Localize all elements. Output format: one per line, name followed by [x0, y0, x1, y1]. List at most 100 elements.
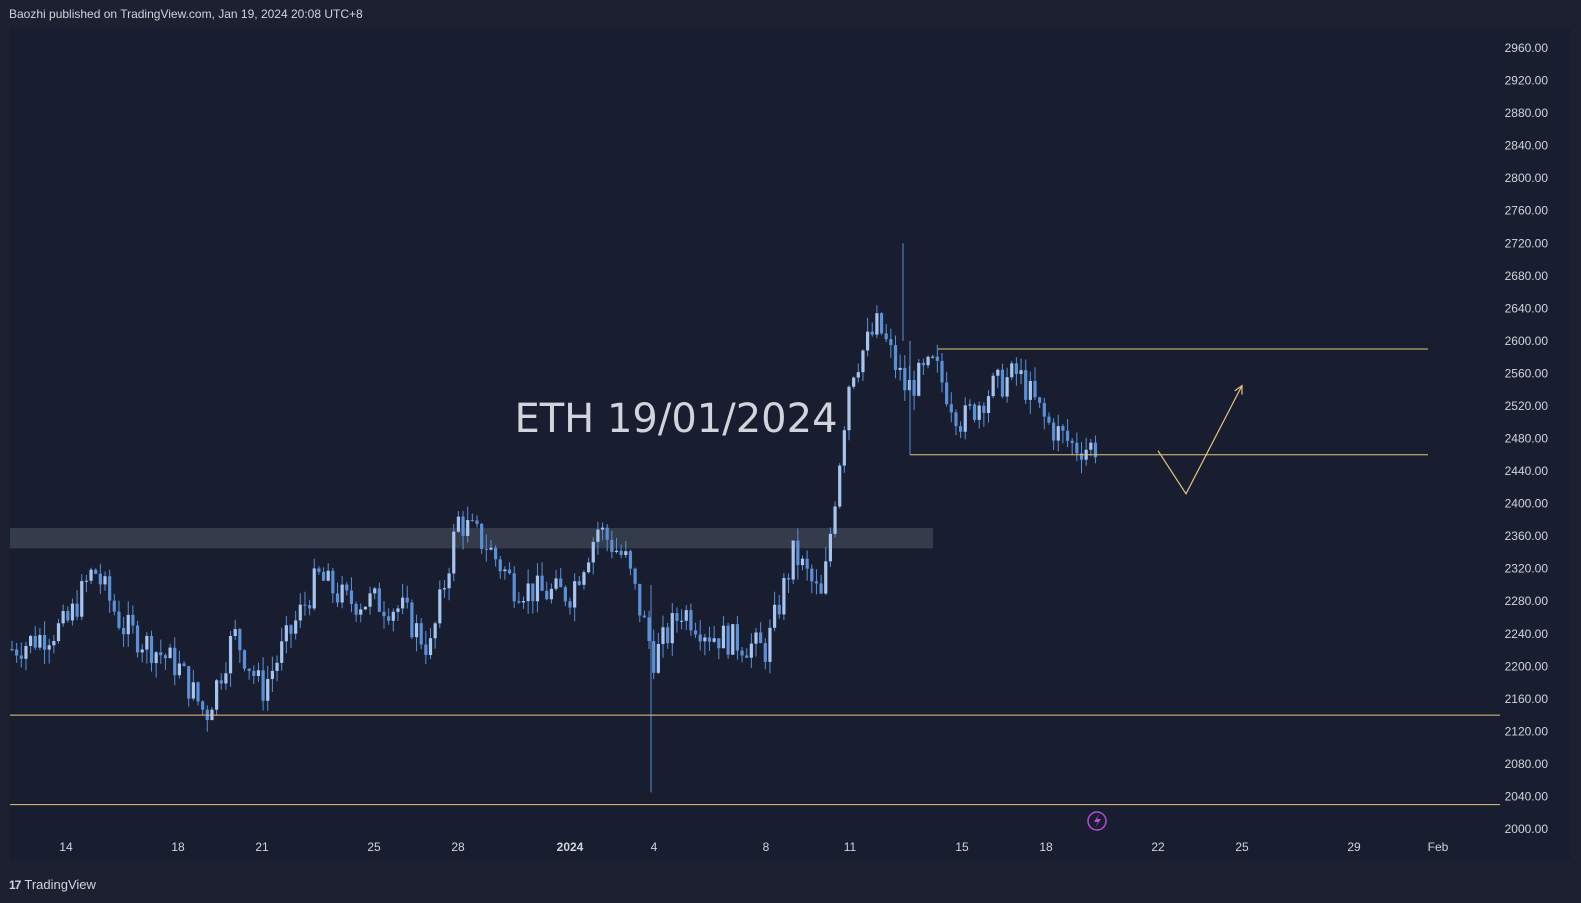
candle-body: [270, 670, 274, 680]
candle-body: [545, 590, 549, 600]
candle-body: [317, 568, 321, 572]
candle-body: [42, 635, 47, 650]
candle-body: [949, 404, 953, 413]
candle-body: [745, 655, 749, 658]
footer-brand[interactable]: TradingView: [24, 877, 96, 892]
time-tick-label: 14: [59, 840, 73, 854]
candle-body: [345, 584, 349, 591]
time-tick-label: 15: [955, 840, 969, 854]
candle-body: [489, 547, 493, 550]
price-tick-label: 2240.00: [1505, 627, 1549, 641]
candle-body: [717, 638, 721, 649]
price-tick-label: 2320.00: [1505, 562, 1549, 576]
candle-body: [438, 589, 442, 624]
candle-body: [15, 649, 19, 656]
candle-body: [298, 604, 302, 621]
candle-body: [108, 576, 112, 601]
candle-body: [196, 682, 200, 702]
time-axis[interactable]: [10, 835, 1571, 861]
candle-body: [56, 623, 61, 642]
candle-body: [680, 620, 684, 622]
candle-body: [861, 350, 865, 373]
price-tick-label: 2480.00: [1505, 432, 1549, 446]
projection-path: [1157, 384, 1243, 496]
candle-body: [517, 601, 521, 603]
candle-body: [531, 583, 535, 602]
event-icon[interactable]: [1087, 811, 1107, 831]
tradingview-logo-icon[interactable]: 17: [9, 877, 21, 892]
candle-body: [814, 581, 819, 584]
candle-body: [289, 625, 293, 634]
candle-body: [19, 655, 23, 659]
horizontal-levels: [10, 340, 1500, 806]
candle-body: [1047, 416, 1051, 423]
candle-body: [187, 666, 191, 699]
candle-body: [759, 632, 763, 644]
candle-body: [470, 520, 474, 522]
candle-body: [89, 569, 93, 581]
candle-body: [824, 561, 828, 594]
candle-body: [447, 573, 451, 589]
candle-body: [312, 568, 316, 609]
candle-body: [414, 623, 419, 638]
projection-line[interactable]: [1157, 385, 1243, 496]
candle-body: [656, 644, 660, 673]
candle-body: [666, 627, 670, 644]
candle-body: [847, 386, 851, 431]
projection-arrowhead: [1234, 384, 1243, 395]
price-tick-label: 2280.00: [1505, 594, 1549, 608]
candle-body: [559, 578, 563, 588]
candle-body: [154, 652, 158, 664]
candle-body: [912, 379, 916, 396]
candle-body: [177, 663, 181, 676]
candle-body: [326, 570, 330, 581]
candle-body: [670, 613, 674, 644]
candle-body: [377, 588, 381, 612]
candle-body: [870, 331, 874, 335]
price-tick-label: 2200.00: [1505, 659, 1549, 673]
candle-body: [117, 611, 121, 628]
candle-body: [294, 620, 298, 634]
candle-body: [61, 611, 65, 624]
candle-body: [201, 701, 205, 710]
candle-body: [707, 637, 712, 642]
candle-body: [456, 516, 460, 532]
candle-body: [1089, 442, 1093, 450]
candle-body: [131, 614, 135, 626]
candle-body: [661, 627, 665, 645]
candle-body: [405, 597, 409, 603]
candle-body: [712, 638, 716, 642]
price-tick-label: 2720.00: [1505, 236, 1549, 250]
candle-body: [791, 540, 795, 580]
chart-title: ETH 19/01/2024: [514, 396, 837, 442]
candle-body: [112, 600, 116, 612]
candle-body: [959, 426, 963, 432]
candle-body: [614, 550, 619, 553]
candle-body: [1061, 426, 1065, 431]
candle-body: [498, 559, 502, 572]
candle-body: [494, 547, 498, 560]
candle-body: [786, 577, 791, 580]
price-tick-label: 2000.00: [1505, 822, 1549, 836]
candle-body: [252, 670, 256, 676]
price-tick-label: 2440.00: [1505, 464, 1549, 478]
price-tick-label: 2040.00: [1505, 789, 1549, 803]
candle-body: [842, 430, 846, 466]
price-axis[interactable]: [1500, 27, 1571, 835]
candle-body: [452, 531, 456, 574]
candle-body: [1038, 397, 1042, 403]
candle-body: [368, 593, 372, 607]
price-tick-label: 2120.00: [1505, 724, 1549, 738]
time-tick-label: 18: [1039, 840, 1053, 854]
candle-body: [266, 679, 270, 701]
candle-body: [568, 601, 572, 608]
published-caption: Baozhi published on TradingView.com, Jan…: [9, 7, 363, 21]
resistance-zone: [10, 527, 933, 549]
candle-body: [173, 647, 177, 676]
candle-body: [484, 548, 488, 550]
candle-body: [619, 550, 623, 556]
candle-body: [693, 630, 698, 635]
candle-body: [549, 588, 553, 600]
candle-body: [587, 562, 591, 573]
